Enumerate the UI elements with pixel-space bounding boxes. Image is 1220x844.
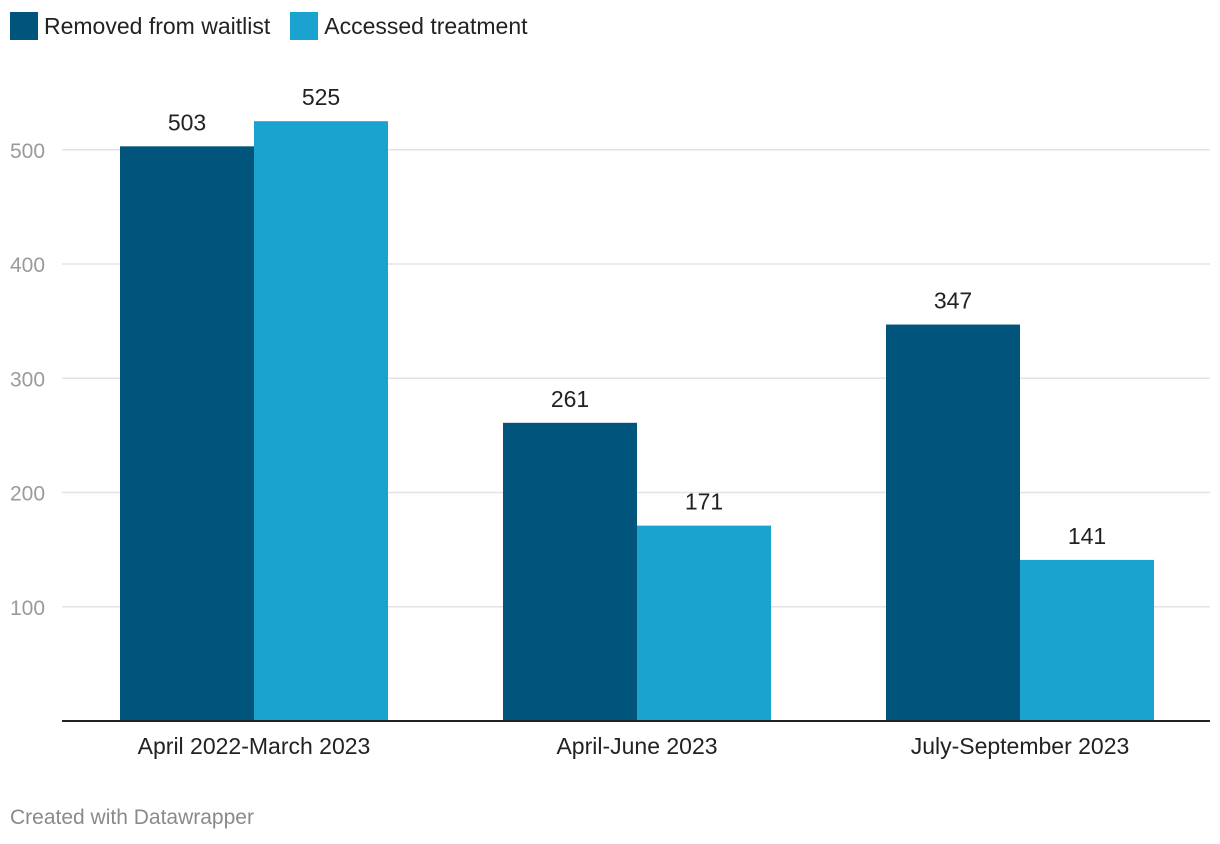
legend-label-accessed: Accessed treatment [324, 12, 528, 39]
legend: Removed from waitlist Accessed treatment [10, 12, 548, 40]
y-tick-label-400: 400 [10, 254, 45, 277]
data-label-2-0: 347 [934, 288, 972, 314]
x-tick-label-2: July-September 2023 [911, 733, 1130, 759]
legend-item-removed: Removed from waitlist [10, 12, 270, 40]
legend-swatch-accessed [290, 12, 319, 40]
data-label-0-0: 503 [168, 109, 206, 135]
legend-item-accessed: Accessed treatment [290, 12, 528, 40]
y-tick-label-300: 300 [10, 368, 45, 391]
data-label-2-1: 141 [1068, 523, 1106, 549]
x-tick-label-1: April-June 2023 [556, 733, 717, 759]
y-tick-label-500: 500 [10, 140, 45, 163]
legend-label-removed: Removed from waitlist [44, 12, 271, 39]
legend-swatch-removed [10, 12, 38, 40]
footer-credit: Created with Datawrapper [10, 806, 254, 829]
y-tick-label-100: 100 [10, 597, 45, 620]
bar-1-1 [637, 525, 771, 721]
bar-2-0 [886, 324, 1020, 721]
bar-0-0 [120, 146, 254, 721]
data-label-0-1: 525 [302, 84, 340, 110]
bar-1-0 [503, 422, 637, 721]
x-tick-label-0: April 2022-March 2023 [138, 733, 371, 759]
data-label-1-0: 261 [551, 386, 589, 412]
y-tick-label-200: 200 [10, 483, 45, 506]
data-label-1-1: 171 [685, 489, 723, 515]
bar-0-1 [254, 121, 388, 721]
bar-2-1 [1020, 559, 1154, 721]
